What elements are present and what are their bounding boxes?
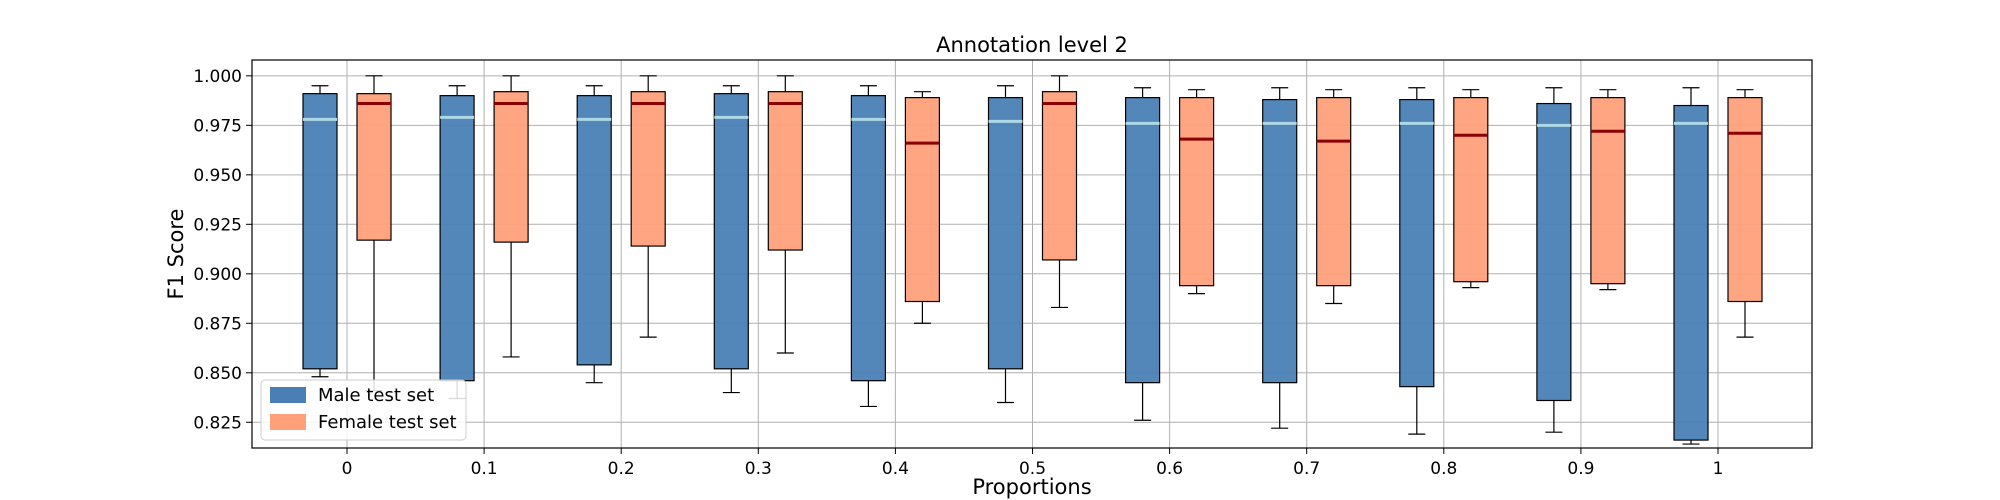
x-tick-label: 0.5 (1019, 459, 1046, 479)
y-tick-label: 0.900 (193, 265, 242, 285)
box-iqr (1262, 98, 1298, 384)
female-box-1 (1727, 89, 1763, 338)
box-iqr (1124, 97, 1161, 384)
female-box-0.9 (1590, 89, 1626, 291)
female-box-0.8 (1453, 89, 1489, 289)
box-iqr (576, 95, 612, 366)
x-axis-label: Proportions (972, 475, 1091, 499)
x-tick-label: 0.8 (1430, 459, 1457, 479)
box-iqr (713, 93, 749, 370)
y-tick-label: 0.850 (193, 364, 242, 384)
female-box-0.3 (767, 75, 803, 354)
male-box-0.6 (1124, 87, 1161, 421)
legend-frame (260, 379, 467, 441)
legend-label-female: Female test set (318, 412, 457, 433)
legend: Male test set Female test set (260, 379, 467, 441)
female-box-0.4 (904, 91, 941, 324)
box-groups (302, 75, 1763, 445)
box-iqr (1727, 97, 1763, 303)
male-box-0.3 (713, 85, 749, 394)
x-tick-label: 0 (342, 459, 353, 479)
y-axis-label: F1 Score (164, 209, 188, 300)
box-iqr (1178, 97, 1215, 287)
y-tick-label: 0.950 (193, 166, 242, 186)
male-box-0.4 (850, 85, 887, 408)
male-box-0.2 (576, 85, 612, 384)
box-iqr (1536, 102, 1572, 402)
box-iqr (493, 91, 529, 243)
box-iqr (302, 93, 338, 370)
y-tick-label: 0.925 (193, 215, 242, 235)
male-box-0 (302, 85, 338, 378)
male-box-0.5 (987, 85, 1024, 404)
x-tick-label: 0.3 (745, 459, 772, 479)
box-iqr (987, 97, 1024, 370)
male-box-0.7 (1262, 87, 1298, 429)
box-iqr (1453, 97, 1489, 283)
male-box-0.9 (1536, 87, 1572, 433)
x-tick-label: 0.6 (1156, 459, 1183, 479)
box-iqr (1673, 104, 1709, 441)
y-tick-label: 1.000 (193, 67, 242, 87)
x-axis: 0 0.1 0.2 0.3 0.4 0.5 0.6 0.7 0.8 0.9 1 (342, 448, 1724, 479)
y-tick-label: 0.975 (193, 116, 242, 136)
box-iqr (439, 95, 475, 382)
x-tick-label: 0.9 (1567, 459, 1594, 479)
box-iqr (1399, 98, 1435, 388)
male-box-0.8 (1399, 87, 1435, 435)
box-iqr (1316, 97, 1352, 287)
male-box-0.1 (439, 85, 475, 400)
female-box-0.1 (493, 75, 529, 358)
female-box-0.5 (1041, 75, 1078, 309)
box-iqr (630, 91, 666, 247)
box-iqr (767, 91, 803, 251)
legend-swatch-female (270, 414, 306, 430)
y-tick-label: 0.875 (193, 314, 242, 334)
female-box-0 (356, 75, 392, 392)
box-iqr (1590, 97, 1626, 285)
box-iqr (356, 93, 392, 241)
female-box-0.6 (1178, 89, 1215, 295)
x-tick-label: 0.4 (882, 459, 909, 479)
legend-swatch-male (270, 387, 306, 403)
x-tick-label: 0.1 (471, 459, 498, 479)
x-tick-label: 0.7 (1293, 459, 1320, 479)
male-box-1 (1673, 87, 1709, 445)
y-tick-label: 0.825 (193, 413, 242, 433)
female-box-0.2 (630, 75, 666, 338)
x-tick-label: 0.2 (608, 459, 635, 479)
box-iqr (904, 97, 941, 303)
x-tick-label: 1 (1713, 459, 1724, 479)
female-box-0.7 (1316, 89, 1352, 305)
y-axis: 0.825 0.850 0.875 0.900 0.925 0.950 0.975 1.000 (193, 67, 252, 433)
box-iqr (1041, 91, 1078, 261)
box-iqr (850, 95, 887, 382)
chart-title: Annotation level 2 (936, 33, 1128, 57)
legend-label-male: Male test set (318, 385, 434, 406)
